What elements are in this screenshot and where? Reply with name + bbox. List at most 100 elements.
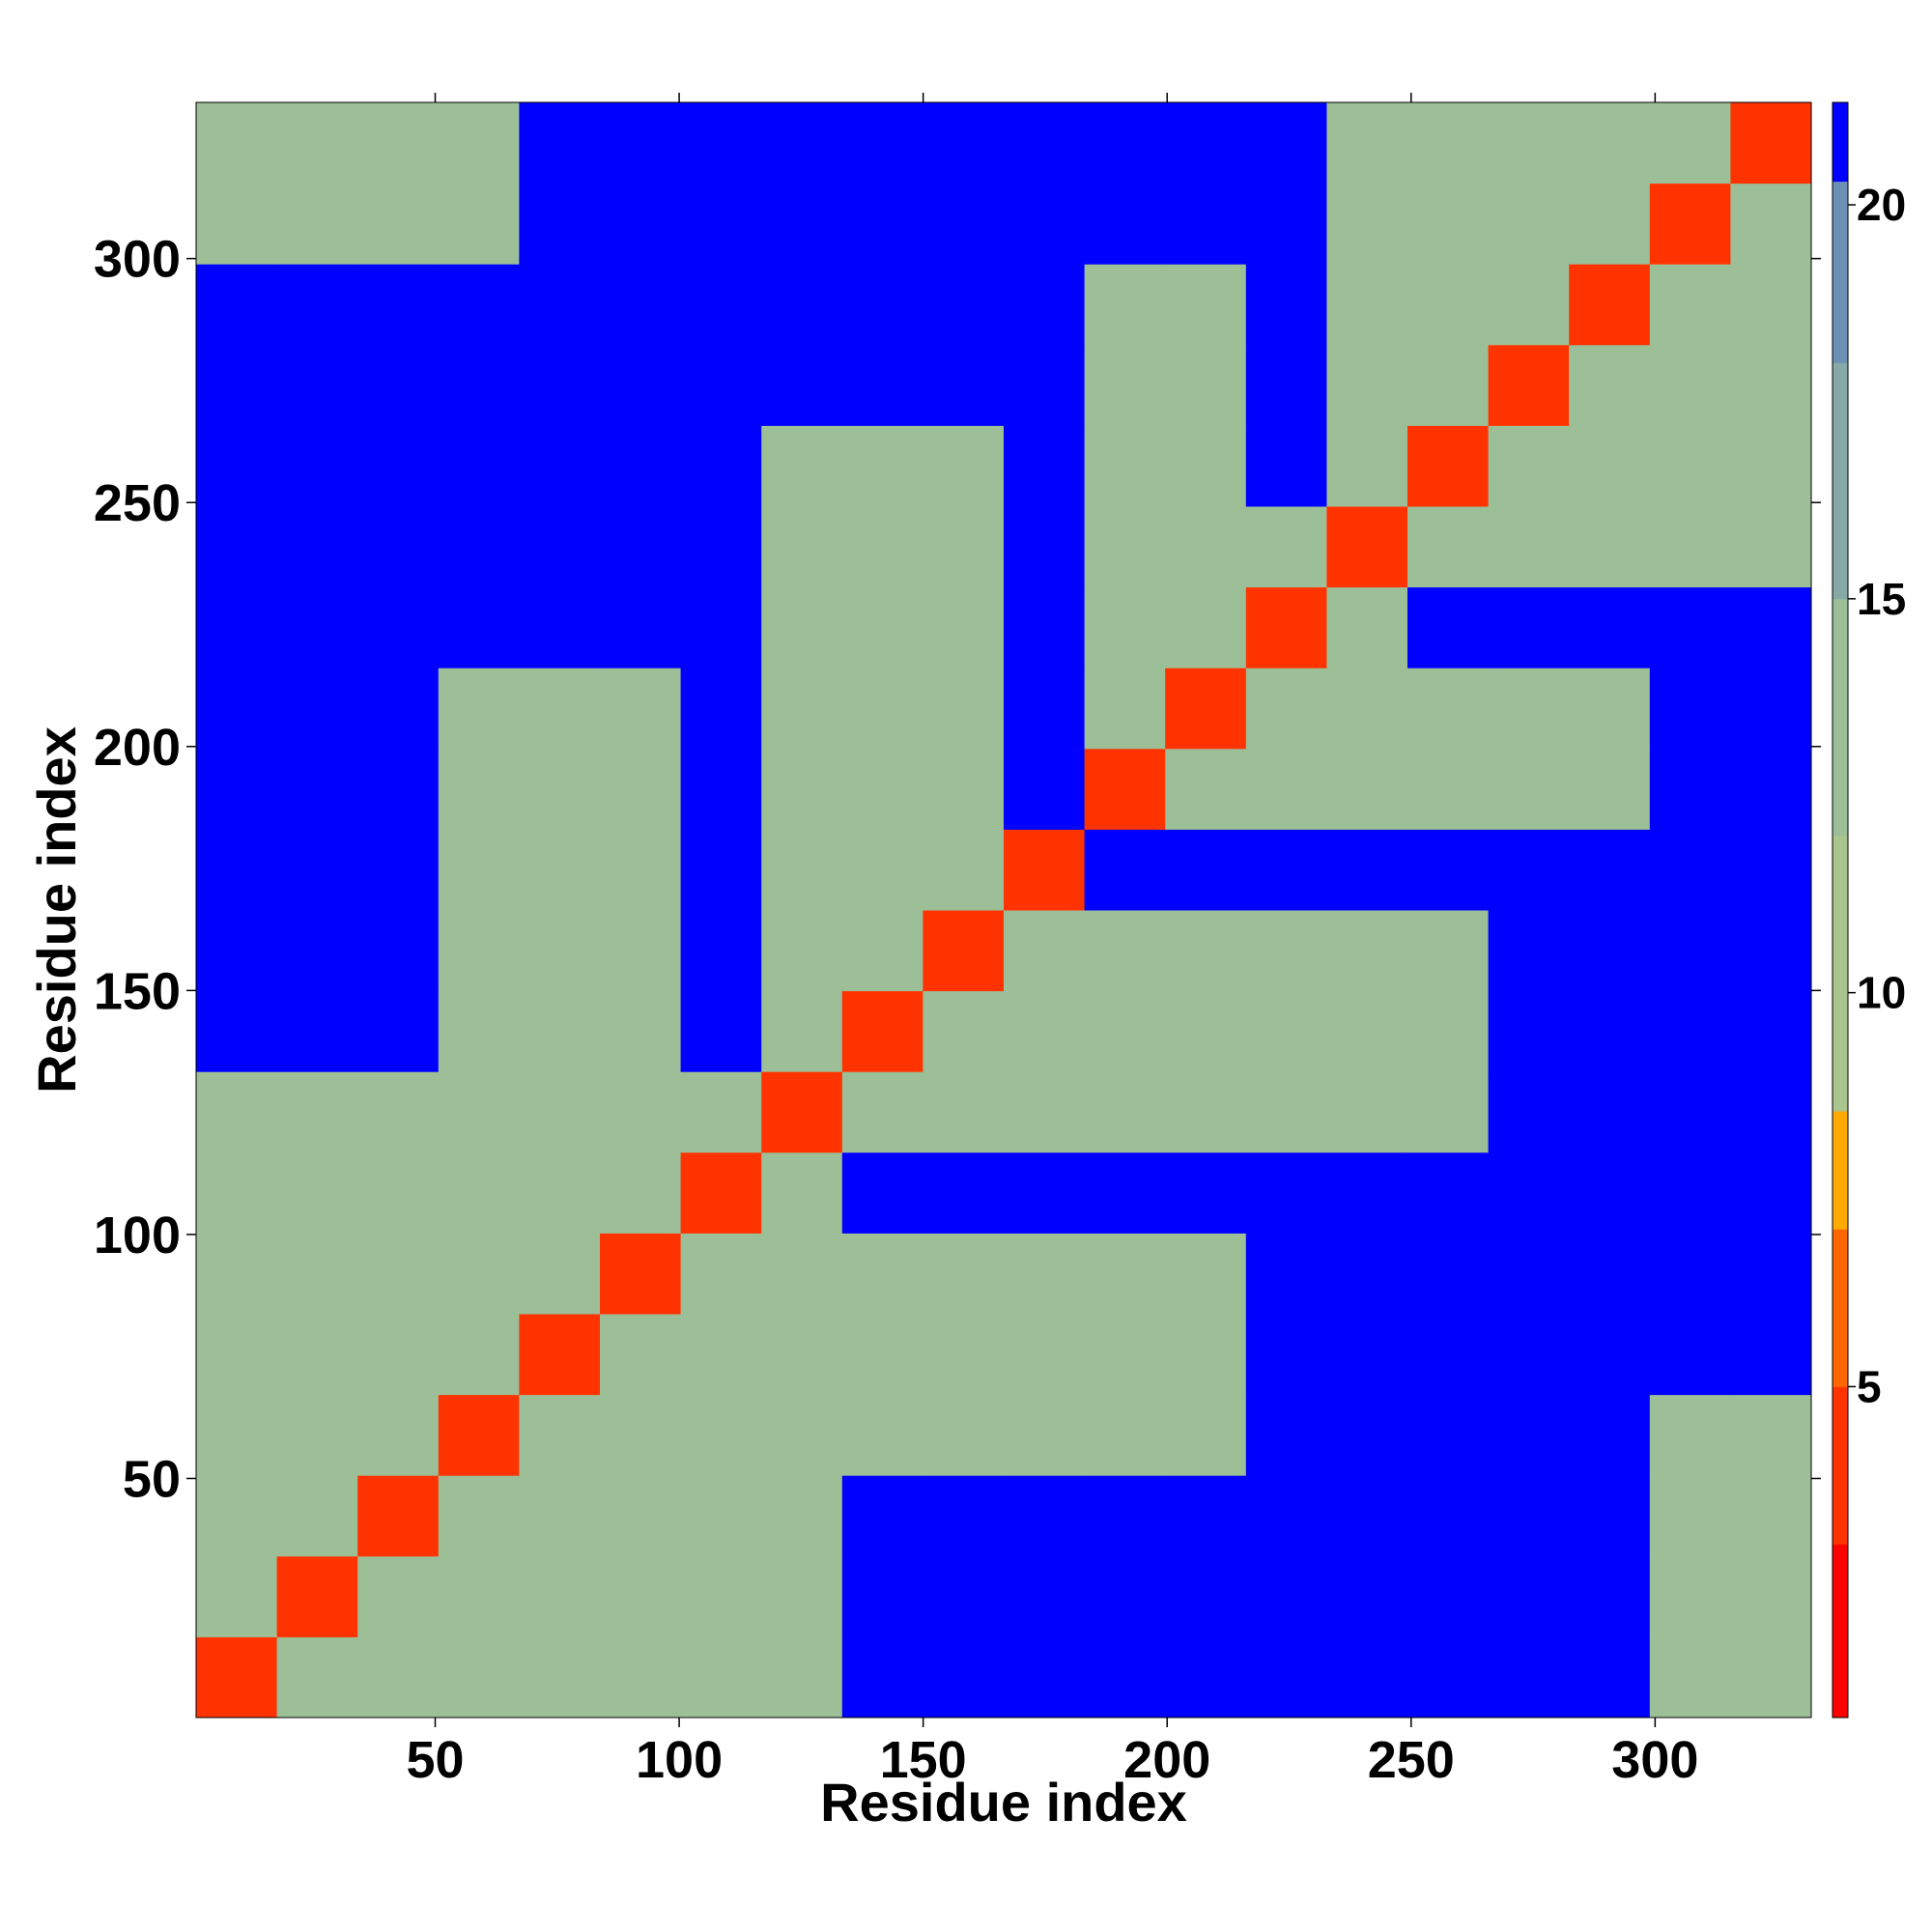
heatmap-cell (276, 425, 358, 507)
heatmap-cell (600, 102, 682, 185)
heatmap-cell (1326, 586, 1408, 668)
heatmap-cell (680, 183, 762, 265)
heatmap-cell (1730, 344, 1812, 426)
heatmap-cell (1245, 829, 1327, 911)
heatmap-cell (1004, 1071, 1086, 1153)
heatmap-cell (923, 102, 1005, 185)
heatmap-cell (1488, 1151, 1570, 1234)
heatmap-cell (1245, 1475, 1327, 1557)
heatmap-cell (357, 748, 440, 830)
heatmap-cell (1084, 829, 1166, 911)
heatmap-cell (923, 1394, 1005, 1476)
heatmap-cell (680, 748, 762, 830)
heatmap-cell (680, 586, 762, 668)
heatmap-cell (1407, 586, 1490, 668)
heatmap-cell (196, 1475, 278, 1557)
heatmap-cell (1649, 344, 1731, 426)
heatmap-cell (1084, 102, 1166, 185)
heatmap-cell (196, 1314, 278, 1396)
heatmap-cell (519, 1151, 601, 1234)
heatmap-cell (761, 586, 843, 668)
heatmap-cell (196, 910, 278, 992)
x-tick-label: 100 (636, 1731, 723, 1789)
heatmap-cell (1084, 1233, 1166, 1315)
heatmap-cell (761, 1555, 843, 1637)
heatmap-cell (196, 1071, 278, 1153)
heatmap-cell (438, 183, 520, 265)
heatmap-cell (276, 264, 358, 346)
heatmap-cell (438, 425, 520, 507)
y-tick-label: 50 (123, 1450, 181, 1508)
heatmap-cell (1165, 910, 1247, 992)
heatmap-cell (1407, 910, 1490, 992)
heatmap-cell (438, 1394, 520, 1476)
heatmap-cell (196, 183, 278, 265)
heatmap-cell (1326, 1394, 1408, 1476)
heatmap-cell (1326, 344, 1408, 426)
heatmap-cell (1730, 1314, 1812, 1396)
heatmap-cell (1165, 506, 1247, 588)
heatmap-cell (1004, 748, 1086, 830)
heatmap-cell (276, 183, 358, 265)
heatmap-cell (841, 748, 923, 830)
heatmap-cell (600, 344, 682, 426)
heatmap-cell (1730, 668, 1812, 750)
colorbar-level (1833, 181, 1848, 363)
heatmap-cell (438, 1314, 520, 1396)
heatmap-cell (1730, 748, 1812, 830)
heatmap-cell (1730, 1071, 1812, 1153)
x-tick-label: 300 (1611, 1731, 1698, 1789)
heatmap-cell (1004, 990, 1086, 1072)
heatmap-cell (1649, 1394, 1731, 1476)
heatmap-cell (923, 668, 1005, 750)
heatmap-cell (1569, 910, 1651, 992)
heatmap-cell (600, 1475, 682, 1557)
heatmap-cell (276, 829, 358, 911)
heatmap-cell (841, 1636, 923, 1719)
heatmap-cell (1245, 425, 1327, 507)
heatmap-cell (1326, 910, 1408, 992)
heatmap-cell (1326, 425, 1408, 507)
heatmap-cell (438, 910, 520, 992)
heatmap-cell (841, 990, 923, 1072)
heatmap-cell (1245, 344, 1327, 426)
heatmap-cell (1488, 102, 1570, 185)
heatmap-cell (1488, 748, 1570, 830)
heatmap-cell (1004, 586, 1086, 668)
heatmap-cell (1649, 102, 1731, 185)
heatmap-cell (1245, 1636, 1327, 1719)
heatmap-cell (1004, 1233, 1086, 1315)
heatmap-cell (519, 102, 601, 185)
heatmap-cell (519, 829, 601, 911)
heatmap-cell (1084, 425, 1166, 507)
heatmap-cell (841, 1475, 923, 1557)
heatmap-cell (1245, 1555, 1327, 1637)
heatmap-cell (1569, 1636, 1651, 1719)
heatmap-cell (1326, 668, 1408, 750)
heatmap-cell (1569, 829, 1651, 911)
heatmap-cell (357, 990, 440, 1072)
heatmap-cell (1165, 586, 1247, 668)
heatmap-cell (1004, 829, 1086, 911)
heatmap-cell (357, 1071, 440, 1153)
heatmap-cell (276, 990, 358, 1072)
heatmap-cell (1730, 1555, 1812, 1637)
heatmap-cell (438, 506, 520, 588)
heatmap-cell (1407, 748, 1490, 830)
heatmap-cell (680, 1394, 762, 1476)
heatmap-cell (1569, 425, 1651, 507)
heatmap-cell (357, 1151, 440, 1234)
heatmap-cell (1488, 829, 1570, 911)
heatmap-cell (519, 1071, 601, 1153)
heatmap-cell (923, 1555, 1005, 1637)
heatmap-cell (276, 586, 358, 668)
heatmap-cell (923, 425, 1005, 507)
heatmap-cell (357, 910, 440, 992)
heatmap-cell (1165, 1394, 1247, 1476)
heatmap-cell (196, 829, 278, 911)
heatmap-cell (1245, 264, 1327, 346)
colorbar-tick-label: 15 (1857, 574, 1906, 624)
heatmap-cell (438, 102, 520, 185)
heatmap-cell (357, 183, 440, 265)
heatmap-cell (276, 1233, 358, 1315)
